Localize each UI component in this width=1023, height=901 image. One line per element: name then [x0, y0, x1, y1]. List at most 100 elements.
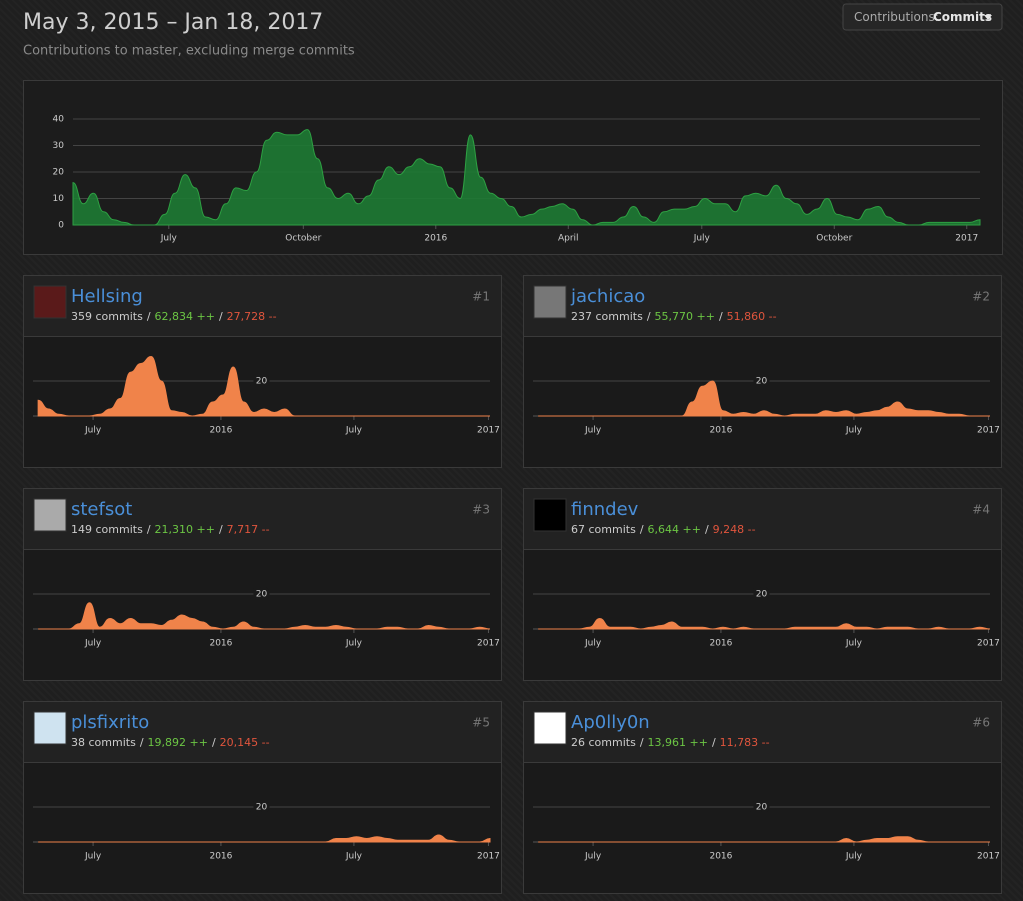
- rank: #2: [972, 290, 990, 304]
- additions: 13,961 ++: [648, 736, 708, 749]
- y-tick-label: 40: [53, 115, 65, 125]
- y-tick-label: 20: [256, 377, 268, 387]
- separator: /: [147, 310, 151, 323]
- contributor-card: finndev #4 67 commits / 6,644 ++ / 9,248 --: [523, 488, 1002, 681]
- x-tick-label: July: [84, 852, 102, 862]
- x-tick-label: 2016: [209, 426, 232, 436]
- separator: /: [219, 523, 223, 536]
- contributor-name[interactable]: finndev: [571, 499, 639, 520]
- y-tick-label: 30: [53, 141, 65, 151]
- y-tick-label: 20: [756, 590, 768, 600]
- contributor-stats: 26 commits / 13,961 ++ / 11,783 --: [571, 736, 770, 749]
- x-tick-label: October: [285, 234, 321, 244]
- additions: 21,310 ++: [155, 523, 215, 536]
- area: [72, 129, 981, 226]
- contributor-card: stefsot #3 149 commits / 21,310 ++ / 7,717 --: [23, 488, 502, 681]
- x-tick-label: 2017: [477, 852, 500, 862]
- x-tick-label: 2016: [209, 639, 232, 649]
- card-header: [523, 488, 1002, 550]
- area: [538, 836, 990, 843]
- dropdown-caret: [984, 15, 992, 20]
- commit-count: 149 commits: [71, 523, 143, 536]
- deletions: 27,728 --: [227, 310, 277, 323]
- main-chart-panel: [23, 80, 1003, 255]
- separator: /: [640, 523, 644, 536]
- x-tick-label: 2016: [709, 639, 732, 649]
- contributor-card: Ap0lly0n #6 26 commits / 13,961 ++ / 11,783 --: [523, 701, 1002, 894]
- deletions: 20,145 --: [220, 736, 270, 749]
- x-tick-label: October: [816, 234, 852, 244]
- x-tick-label: July: [845, 426, 863, 436]
- page-title: May 3, 2015 – Jan 18, 2017: [23, 10, 323, 35]
- contributor-card: plsfixrito #5 38 commits / 19,892 ++ / 20,145 …: [23, 701, 502, 894]
- contributor-name[interactable]: Hellsing: [71, 286, 143, 307]
- x-tick-label: 2016: [709, 426, 732, 436]
- commit-count: 38 commits: [71, 736, 136, 749]
- rank: #6: [972, 716, 990, 730]
- additions: 6,644 ++: [648, 523, 701, 536]
- x-tick-label: 2016: [424, 234, 447, 244]
- rank: #1: [472, 290, 490, 304]
- area: [37, 355, 490, 417]
- separator: /: [719, 310, 723, 323]
- dropdown-button[interactable]: [842, 3, 1003, 31]
- avatar: [33, 285, 67, 319]
- x-tick-label: April: [558, 234, 579, 244]
- area: [38, 834, 491, 843]
- card-header: [523, 275, 1002, 337]
- x-tick-label: July: [345, 426, 363, 436]
- contributor-stats: 237 commits / 55,770 ++ / 51,860 --: [571, 310, 777, 323]
- y-tick-label: 10: [53, 194, 65, 204]
- contributor-stats: 38 commits / 19,892 ++ / 20,145 --: [71, 736, 270, 749]
- x-tick-label: 2017: [477, 639, 500, 649]
- x-tick-label: July: [845, 639, 863, 649]
- contributor-name[interactable]: stefsot: [71, 499, 132, 520]
- separator: /: [640, 736, 644, 749]
- deletions: 51,860 --: [727, 310, 777, 323]
- contributor-name[interactable]: plsfixrito: [71, 712, 149, 733]
- y-tick-label: 20: [256, 590, 268, 600]
- contributor-stats: 67 commits / 6,644 ++ / 9,248 --: [571, 523, 756, 536]
- commit-count: 26 commits: [571, 736, 636, 749]
- x-tick-label: 2017: [955, 234, 978, 244]
- contributions-dropdown[interactable]: Contributions: Commits: [842, 3, 1003, 31]
- additions: 55,770 ++: [655, 310, 715, 323]
- separator: /: [219, 310, 223, 323]
- avatar: [33, 711, 67, 745]
- x-tick-label: 2017: [977, 639, 1000, 649]
- contributor-card: jachicao #2 237 commits / 55,770 ++ / 51,860 -…: [523, 275, 1002, 468]
- y-tick-label: 20: [756, 803, 768, 813]
- rank: #3: [472, 503, 490, 517]
- separator: /: [140, 736, 144, 749]
- y-tick-label: 0: [58, 221, 64, 231]
- y-tick-label: 20: [756, 377, 768, 387]
- x-tick-label: July: [84, 426, 102, 436]
- rank: #4: [972, 503, 990, 517]
- contributor-card: Hellsing #1 359 commits / 62,834 ++ / 27,728 -…: [23, 275, 502, 468]
- avatar: [533, 711, 567, 745]
- dropdown-label: Contributions:: [854, 10, 939, 24]
- commit-count: 359 commits: [71, 310, 143, 323]
- separator: /: [647, 310, 651, 323]
- contributor-stats: 149 commits / 21,310 ++ / 7,717 --: [71, 523, 270, 536]
- y-tick-label: 20: [256, 803, 268, 813]
- contributor-name[interactable]: jachicao: [570, 286, 645, 307]
- contributor-name[interactable]: Ap0lly0n: [571, 712, 650, 733]
- avatar: [33, 498, 67, 532]
- avatar: [533, 285, 567, 319]
- card-header: [23, 701, 502, 763]
- x-tick-label: July: [584, 639, 602, 649]
- x-tick-label: July: [845, 852, 863, 862]
- x-tick-label: July: [693, 234, 711, 244]
- x-tick-label: July: [84, 639, 102, 649]
- area: [538, 380, 990, 417]
- deletions: 9,248 --: [713, 523, 756, 536]
- deletions: 7,717 --: [227, 523, 270, 536]
- rank: #5: [472, 716, 490, 730]
- card-header: [23, 488, 502, 550]
- x-tick-label: July: [584, 426, 602, 436]
- x-tick-label: 2016: [709, 852, 732, 862]
- x-tick-label: 2017: [977, 852, 1000, 862]
